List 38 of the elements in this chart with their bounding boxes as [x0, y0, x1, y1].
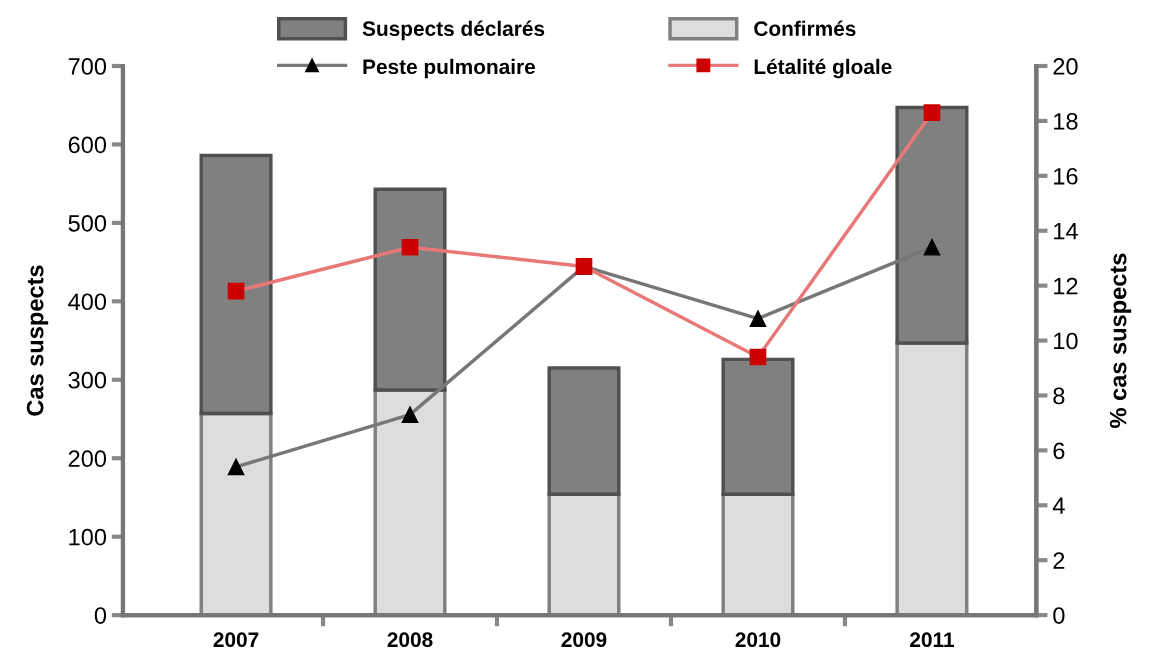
- x-tick-label: 2007: [213, 632, 259, 648]
- y-tick-label: 200: [68, 450, 107, 468]
- x-tick-label: 2011: [910, 632, 954, 648]
- x-tick-label: 2010: [735, 632, 781, 648]
- point: [401, 238, 419, 256]
- x-tick-label: 2008: [387, 632, 433, 648]
- y-axis-title: Cas suspects: [26, 265, 49, 416]
- y-tick-label: 300: [68, 371, 107, 389]
- point: [923, 104, 941, 122]
- y2-axis-title: % cas suspects: [1109, 253, 1132, 428]
- point: [923, 238, 941, 256]
- point: [401, 406, 419, 424]
- y2-tick-label: 2: [1053, 552, 1065, 569]
- y-tick-label: 0: [94, 607, 107, 624]
- y2-tick-label: 6: [1053, 442, 1065, 460]
- y2-tick-label: 16: [1054, 167, 1078, 185]
- point: [227, 282, 245, 300]
- x-tick-label: 2009: [561, 632, 607, 648]
- point: [227, 458, 245, 476]
- legend-label: Confirmés: [754, 20, 856, 37]
- y2-tick-label: 14: [1054, 223, 1078, 240]
- y2-tick-label: 0: [1053, 607, 1065, 624]
- y-tick-label: 700: [68, 58, 107, 75]
- legend-label: Suspects déclarés: [362, 20, 545, 41]
- y2-tick-label: 18: [1054, 112, 1078, 130]
- legend-label: Létalité gloale: [754, 58, 892, 79]
- y2-tick-label: 20: [1053, 58, 1078, 75]
- point: [749, 310, 767, 327]
- point: [749, 348, 767, 366]
- y-tick-label: 500: [68, 214, 107, 232]
- y2-tick-label: 8: [1053, 387, 1065, 405]
- y2-tick-label: 10: [1054, 332, 1078, 350]
- legend-label: Peste pulmonaire: [363, 58, 536, 79]
- y-tick-label: 600: [68, 136, 107, 154]
- y2-tick-label: 4: [1052, 497, 1065, 514]
- y-tick-label: 400: [68, 293, 107, 311]
- y-tick-label: 100: [69, 528, 107, 546]
- y2-tick-label: 12: [1054, 277, 1078, 295]
